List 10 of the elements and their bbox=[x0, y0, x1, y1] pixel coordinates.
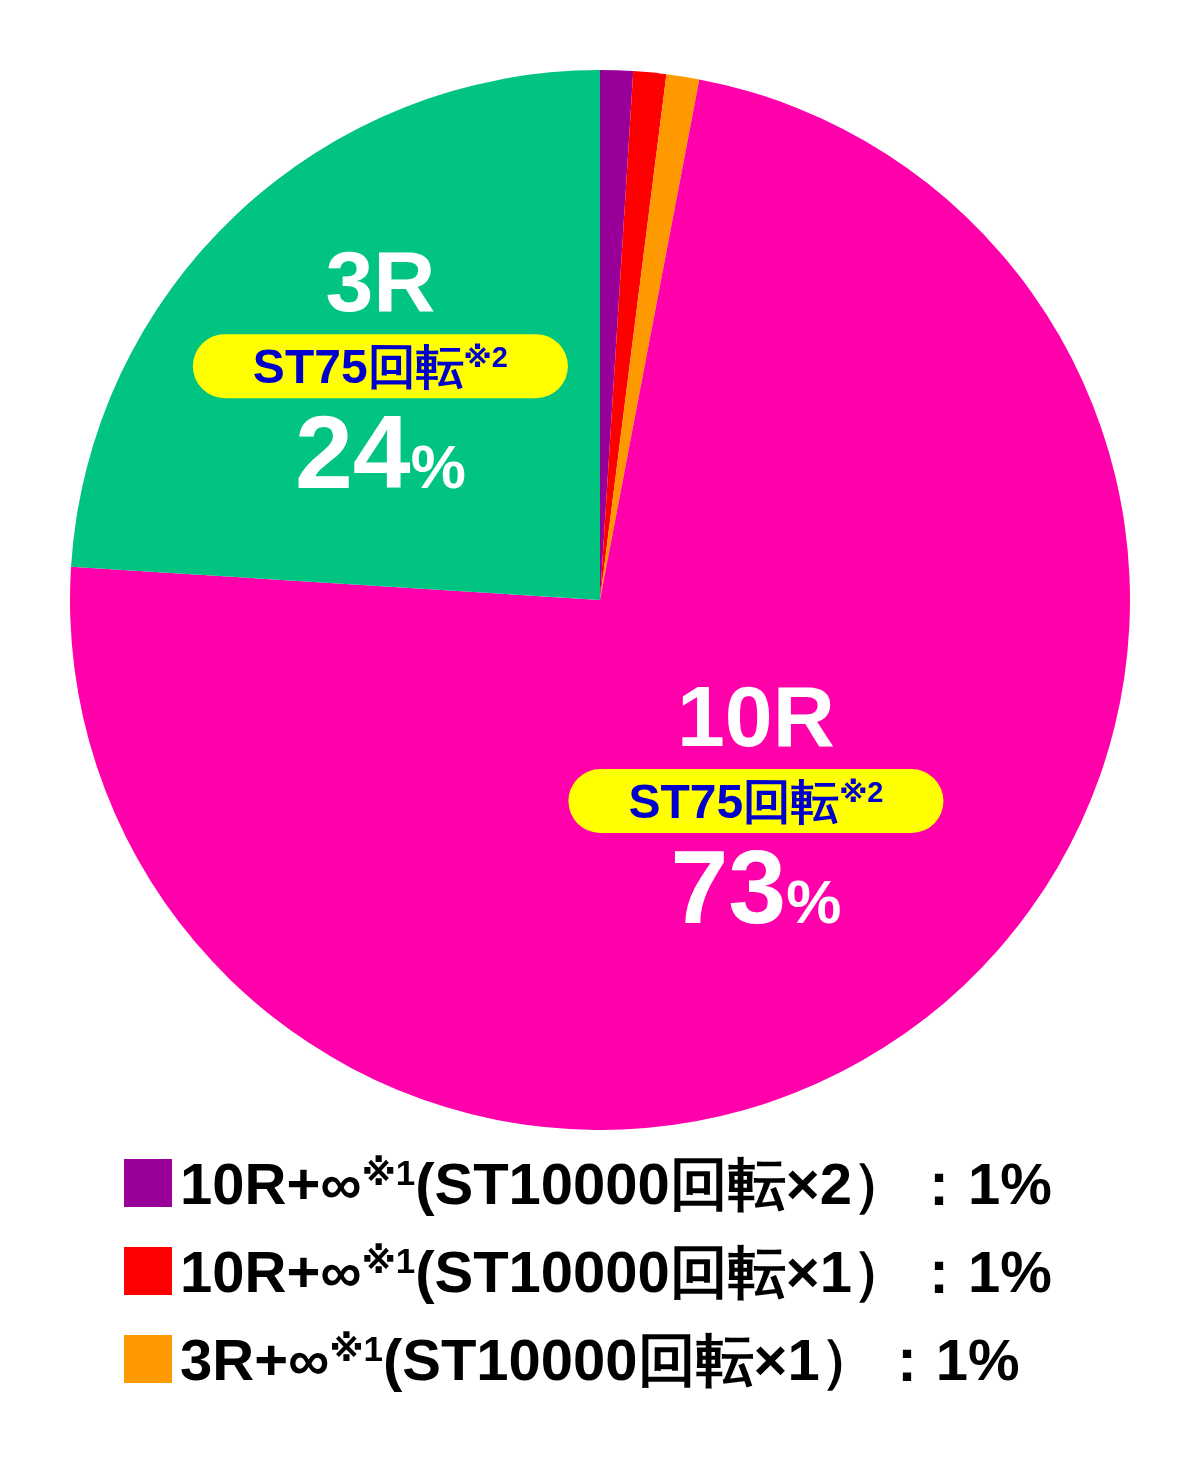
legend-label: 10R+∞$^{※1}$(ST10000回転×1） bbox=[180, 1239, 910, 1304]
data-label: ：1% bbox=[877, 1327, 1020, 1392]
data-label: 24% bbox=[294, 394, 466, 511]
legend-label: 3R+∞$^{※1}$(ST10000回転×1） bbox=[180, 1327, 878, 1392]
legend-label: 10R+∞$^{※1}$(ST10000回転×2） bbox=[180, 1151, 910, 1216]
slice-label: 3R ST75回転$^{※2}$ bbox=[252, 233, 508, 394]
slice-label: 10R ST75回転$^{※2}$ bbox=[628, 668, 884, 829]
data-label: ：1% bbox=[909, 1239, 1052, 1304]
data-label: 73% bbox=[670, 829, 842, 946]
data-label: ：1% bbox=[909, 1151, 1052, 1216]
